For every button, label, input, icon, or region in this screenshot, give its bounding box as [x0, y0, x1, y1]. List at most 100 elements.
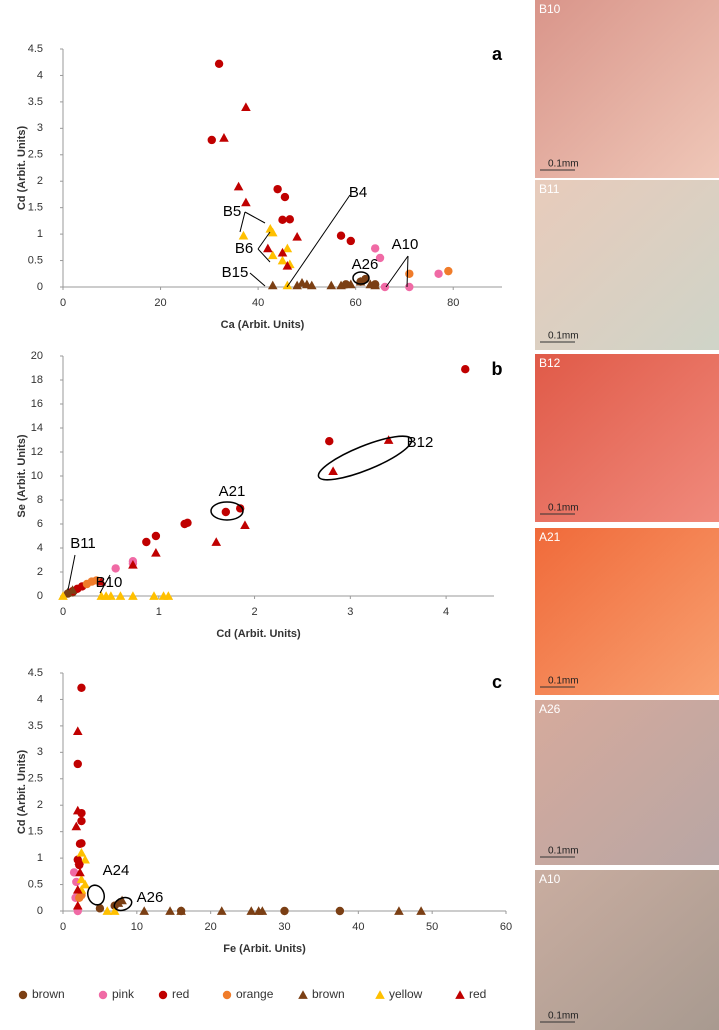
x-axis-title: Ca (Arbit. Units): [221, 319, 305, 331]
y-tick-label: 10: [31, 470, 43, 482]
highlight-ellipse: [210, 501, 244, 521]
annotation: A24: [103, 862, 130, 879]
y-tick-label: 1: [37, 852, 43, 864]
point: [375, 990, 385, 999]
leader-line: [257, 231, 271, 250]
y-tick-label: 2.5: [28, 149, 43, 161]
point: [72, 877, 81, 887]
x-tick-label: 40: [252, 297, 264, 309]
highlight-ellipse: [352, 271, 370, 285]
y-tick-label: 4: [37, 69, 43, 81]
point: [267, 250, 278, 260]
point: [98, 990, 108, 1000]
legend-label: brown: [32, 987, 65, 1001]
point: [216, 906, 227, 915]
leader-line: [239, 211, 246, 233]
leader-line: [67, 554, 76, 591]
y-tick-label: 18: [31, 374, 43, 386]
annotation: B10: [96, 574, 123, 591]
photo-label: A21: [539, 530, 561, 544]
point: [444, 266, 453, 276]
point: [80, 854, 90, 864]
point: [80, 879, 90, 889]
point: [75, 867, 85, 877]
scale-label: 0.1mm: [548, 676, 579, 687]
x-tick-label: 1: [156, 606, 162, 618]
x-tick-label: 20: [205, 921, 217, 933]
y-tick-label: 0: [37, 281, 43, 293]
scale-label: 0.1mm: [548, 846, 579, 857]
point: [328, 466, 338, 476]
point: [214, 59, 224, 69]
x-tick-label: 2: [251, 606, 257, 618]
photo-label: B10: [539, 2, 561, 16]
point: [282, 280, 293, 290]
point: [434, 269, 443, 278]
x-tick-label: 60: [350, 297, 362, 309]
point: [77, 816, 86, 826]
y-tick-label: 4: [37, 693, 43, 705]
y-tick-label: 0: [37, 590, 43, 602]
point: [221, 507, 231, 517]
annotation: B11: [70, 535, 96, 552]
y-tick-label: 1: [37, 228, 43, 240]
highlight-ellipse: [113, 896, 133, 912]
point: [416, 906, 426, 915]
annotation: A26: [137, 889, 164, 906]
y-tick-label: 12: [31, 446, 43, 458]
y-tick-label: 3: [37, 122, 43, 134]
annotation: A21: [219, 483, 246, 500]
y-tick-label: 2: [37, 175, 43, 187]
point: [405, 269, 414, 278]
x-tick-label: 20: [154, 297, 166, 309]
legend-label: orange: [236, 987, 274, 1001]
point: [383, 435, 394, 444]
point: [263, 243, 273, 253]
point: [257, 906, 268, 915]
point: [282, 261, 293, 270]
leader-line: [385, 255, 409, 288]
point: [370, 244, 380, 253]
point: [149, 591, 159, 600]
leader-line: [406, 255, 409, 288]
point: [326, 280, 337, 290]
y-tick-label: 2.5: [28, 773, 43, 785]
x-tick-label: 0: [60, 297, 66, 309]
highlight-ellipse: [86, 884, 106, 906]
point: [285, 215, 295, 224]
y-tick-label: 16: [31, 398, 43, 410]
micrograph: [535, 0, 719, 178]
y-tick-label: 0.5: [28, 254, 43, 266]
point: [71, 821, 82, 831]
annotation: A10: [392, 236, 419, 253]
legend-label: brown: [312, 987, 345, 1001]
micrograph: [535, 354, 719, 522]
annotation: B6: [235, 240, 253, 257]
y-tick-label: 3: [37, 746, 43, 758]
scale-label: 0.1mm: [548, 1011, 579, 1022]
point: [280, 906, 289, 916]
point: [165, 906, 175, 915]
point: [96, 576, 107, 586]
x-tick-label: 10: [131, 921, 143, 933]
y-tick-label: 1.5: [28, 826, 43, 838]
point: [67, 585, 78, 594]
point: [183, 518, 192, 527]
point: [345, 279, 356, 289]
point: [336, 280, 346, 290]
y-tick-label: 3.5: [28, 96, 43, 108]
y-tick-label: 0: [37, 905, 43, 917]
photo-label: A10: [539, 872, 561, 886]
x-tick-label: 0: [60, 921, 66, 933]
x-tick-label: 30: [278, 921, 290, 933]
point: [282, 243, 293, 253]
y-tick-label: 6: [37, 518, 43, 530]
annotation: B4: [349, 184, 367, 201]
point: [18, 990, 28, 1000]
point: [142, 537, 151, 547]
point: [280, 192, 290, 202]
panel-label: a: [492, 44, 503, 64]
point: [246, 906, 257, 915]
point: [278, 215, 287, 225]
point: [277, 255, 288, 265]
